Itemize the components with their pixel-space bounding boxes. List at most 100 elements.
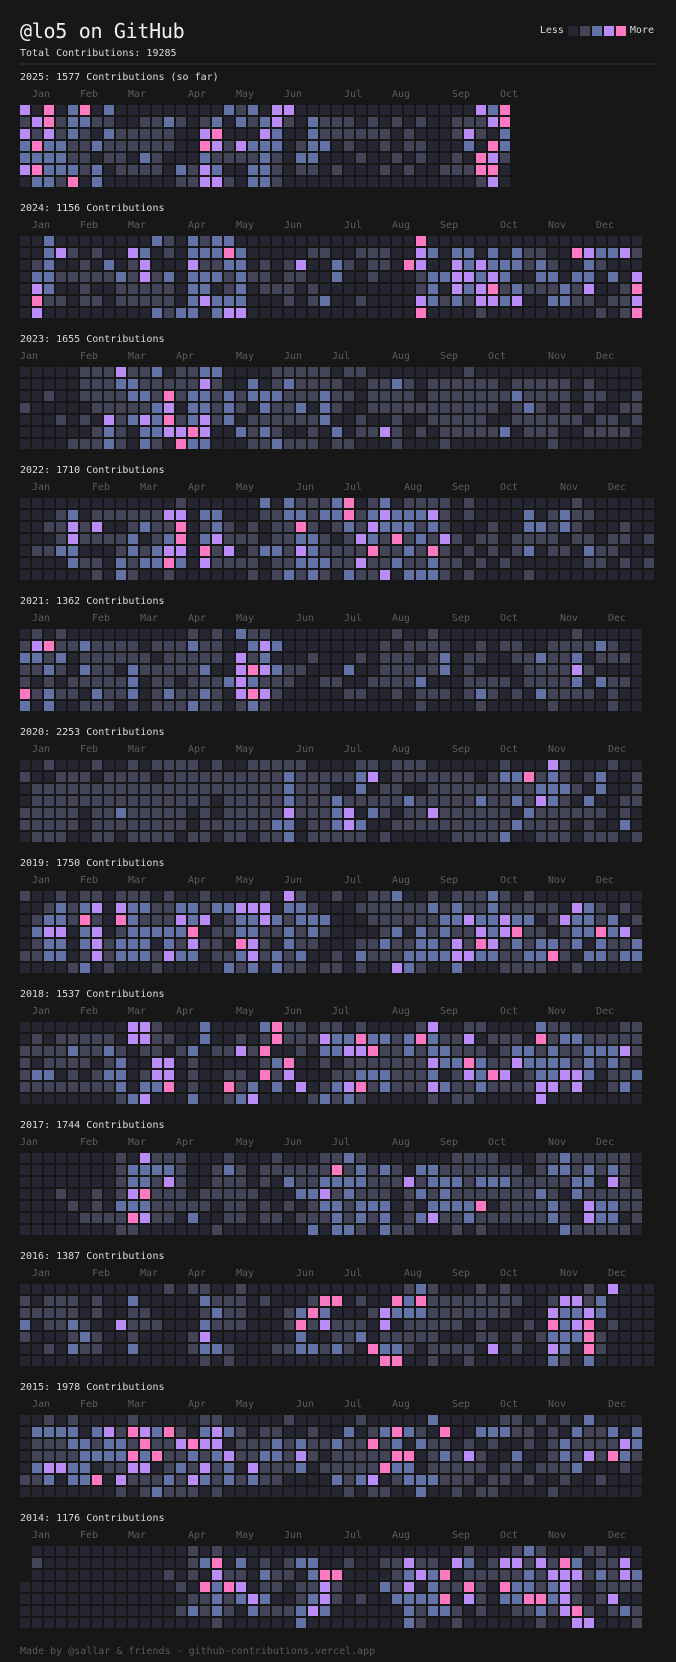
contribution-cell — [344, 629, 354, 639]
contribution-cell — [452, 1582, 462, 1592]
contribution-cell — [188, 403, 198, 413]
contribution-cell — [188, 1022, 198, 1032]
contribution-cell — [488, 308, 498, 318]
month-label: Nov — [548, 875, 567, 886]
contribution-cell — [524, 439, 534, 449]
contribution-cell — [344, 1582, 354, 1592]
contribution-cell — [176, 379, 186, 389]
contribution-cell — [440, 236, 450, 246]
contribution-cell — [140, 1153, 150, 1163]
month-label: May — [236, 220, 255, 231]
contribution-cell — [404, 939, 414, 949]
contribution-cell — [548, 1463, 558, 1473]
contribution-cell — [428, 1165, 438, 1175]
contribution-cell — [80, 1082, 90, 1092]
contribution-cell — [188, 1070, 198, 1080]
contribution-cell — [524, 772, 534, 782]
contribution-cell — [356, 903, 366, 913]
contribution-cell — [380, 546, 390, 556]
contribution-cell — [104, 832, 114, 842]
contribution-cell — [488, 260, 498, 270]
contribution-cell — [320, 1451, 330, 1461]
contribution-cell — [452, 284, 462, 294]
contribution-cell — [440, 1296, 450, 1306]
contribution-cell — [344, 1296, 354, 1306]
contribution-cell — [104, 439, 114, 449]
contribution-cell — [92, 1332, 102, 1342]
contribution-cell — [308, 105, 318, 115]
contribution-cell — [392, 1189, 402, 1199]
contribution-cell — [380, 832, 390, 842]
contribution-cell — [428, 117, 438, 127]
contribution-cell — [68, 105, 78, 115]
contribution-cell — [284, 510, 294, 520]
contribution-cell — [560, 534, 570, 544]
contribution-cell — [572, 260, 582, 270]
month-label: Oct — [500, 89, 519, 100]
contribution-cell — [44, 1427, 54, 1437]
contribution-cell — [236, 772, 246, 782]
contribution-cell — [20, 1070, 30, 1080]
contribution-cell — [224, 796, 234, 806]
contribution-cell — [236, 689, 246, 699]
contribution-cell — [92, 522, 102, 532]
contribution-cell — [224, 1058, 234, 1068]
contribution-cell — [200, 1570, 210, 1580]
contribution-cell — [80, 1094, 90, 1104]
contribution-cell — [428, 248, 438, 258]
contribution-cell — [476, 391, 486, 401]
contribution-cell — [104, 1332, 114, 1342]
contribution-cell — [452, 1570, 462, 1580]
contribution-cell — [380, 272, 390, 282]
contribution-cell — [92, 1546, 102, 1556]
footer-credit[interactable]: Made by @sallar & friends - github-contr… — [20, 1646, 376, 1657]
contribution-cell — [464, 1558, 474, 1568]
contribution-cell — [620, 236, 630, 246]
contribution-cell — [596, 498, 606, 508]
contribution-cell — [476, 427, 486, 437]
contribution-cell — [608, 1070, 618, 1080]
month-label: Mar — [128, 1137, 147, 1148]
contribution-cell — [260, 498, 270, 508]
contribution-cell — [584, 1475, 594, 1485]
contribution-cell — [164, 701, 174, 711]
contribution-cell — [200, 1189, 210, 1199]
contribution-cell — [392, 1201, 402, 1211]
contribution-cell — [176, 1606, 186, 1616]
contribution-cell — [500, 272, 510, 282]
contribution-cell — [152, 1582, 162, 1592]
contribution-cell — [236, 129, 246, 139]
contribution-cell — [416, 1308, 426, 1318]
contribution-cell — [200, 284, 210, 294]
contribution-cell — [92, 1022, 102, 1032]
contribution-cell — [176, 1296, 186, 1306]
contribution-cell — [512, 570, 522, 580]
contribution-cell — [200, 308, 210, 318]
contribution-cell — [104, 1475, 114, 1485]
contribution-cell — [632, 570, 642, 580]
contribution-cell — [44, 1344, 54, 1354]
contribution-cell — [332, 1296, 342, 1306]
contribution-cell — [176, 522, 186, 532]
contribution-cell — [440, 1427, 450, 1437]
contribution-cell — [272, 427, 282, 437]
contribution-cell — [464, 1284, 474, 1294]
contribution-cell — [464, 760, 474, 770]
contribution-cell — [404, 1618, 414, 1628]
contribution-cell — [332, 629, 342, 639]
contribution-cell — [200, 784, 210, 794]
contribution-cell — [596, 1058, 606, 1068]
contribution-cell — [512, 1475, 522, 1485]
contribution-cell — [416, 522, 426, 532]
contribution-cell — [44, 951, 54, 961]
contribution-cell — [548, 1153, 558, 1163]
contribution-cell — [260, 260, 270, 270]
contribution-cell — [632, 1225, 642, 1235]
contribution-cell — [440, 1606, 450, 1616]
contribution-cell — [56, 141, 66, 151]
contribution-cell — [200, 1475, 210, 1485]
contribution-cell — [512, 689, 522, 699]
contribution-cell — [296, 427, 306, 437]
month-label: Mar — [140, 613, 159, 624]
contribution-cell — [452, 558, 462, 568]
